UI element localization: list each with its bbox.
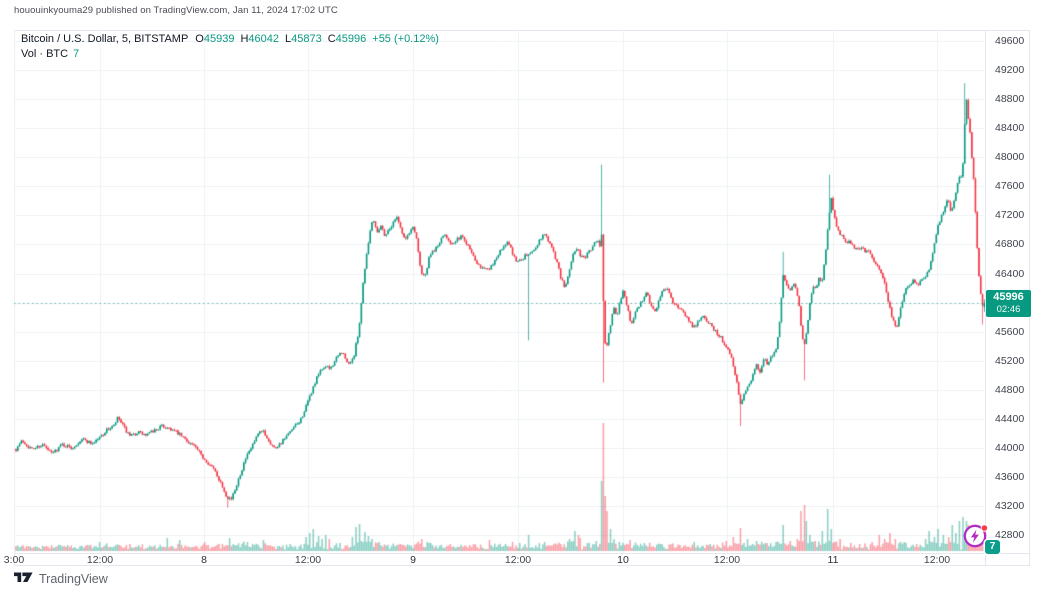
brand-name[interactable]: TradingView [39,571,108,586]
price-tick-label: 44000 [995,441,1025,454]
tradingview-footer[interactable]: TradingView [14,571,108,586]
publish-info: hououinkyouma29 published on TradingView… [14,5,338,16]
extension-count-badge[interactable]: 7 [985,540,1000,554]
time-tick-label: 10 [617,554,629,566]
price-tick-label: 43200 [995,500,1025,513]
price-tick-label: 48800 [995,93,1025,106]
volume-label: Vol · BTC [21,48,69,60]
symbol-legend-row[interactable]: Bitcoin / U.S. Dollar, 5, BITSTAMP O45939… [21,33,439,45]
time-tick-label: 9 [410,554,416,566]
change-value: +55 (+0.12%) [372,33,439,45]
bar-countdown: 02:46 [996,304,1021,315]
time-tick-label: 11 [827,554,839,566]
current-price-badge: 45996 02:46 [986,290,1031,317]
price-tick-label: 46400 [995,267,1025,280]
price-tick-label: 44400 [995,412,1025,425]
browser-extension-overlay[interactable]: 7 [961,521,1007,558]
tradingview-logo-icon [14,572,33,582]
time-tick-label: 12:00 [294,554,322,566]
lightning-extension-icon[interactable] [961,521,991,551]
lightning-bolt-glyph [970,529,979,543]
open-value: O45939 [195,33,235,45]
time-tick-label: 12:00 [86,554,114,566]
time-tick-label: 12:00 [504,554,532,566]
chart-canvas[interactable] [14,30,985,553]
time-tick-label: 12:00 [713,554,741,566]
price-tick-label: 43600 [995,471,1025,484]
price-tick-label: 46800 [995,238,1025,251]
volume-legend-row[interactable]: Vol · BTC 7 [21,48,439,60]
price-tick-label: 45600 [995,325,1025,338]
price-tick-label: 47200 [995,209,1025,222]
high-value: H46042 [240,33,279,45]
price-tick-label: 47600 [995,180,1025,193]
chart-legend[interactable]: Bitcoin / U.S. Dollar, 5, BITSTAMP O45939… [21,33,439,60]
current-price: 45996 [993,291,1024,303]
low-value: L45873 [285,33,322,45]
price-axis[interactable]: 49600 49200 48800 48400 48000 47600 47200 46800… [986,30,1032,553]
price-tick-label: 45200 [995,354,1025,367]
time-tick-label: 12:00 [923,554,951,566]
price-tick-label: 48000 [995,151,1025,164]
time-axis[interactable]: 3:00 12:00 8 12:00 9 12:00 10 12:00 11 12:00 [4,554,985,566]
symbol-title[interactable]: Bitcoin / U.S. Dollar, 5, BITSTAMP [21,33,189,45]
price-tick-label: 49200 [995,64,1025,77]
volume-value: 7 [73,48,80,60]
price-axis-separator [985,31,986,565]
time-axis-separator [15,553,1029,554]
price-tick-label: 44800 [995,383,1025,396]
time-tick-label: 8 [201,554,207,566]
price-tick-label: 48400 [995,122,1025,135]
price-tick-label: 49600 [995,35,1025,47]
price-tick-label: 42800 [995,529,1025,542]
close-value: C45996 [327,33,367,45]
time-tick-label: 3:00 [3,554,25,566]
notification-dot [980,524,989,532]
